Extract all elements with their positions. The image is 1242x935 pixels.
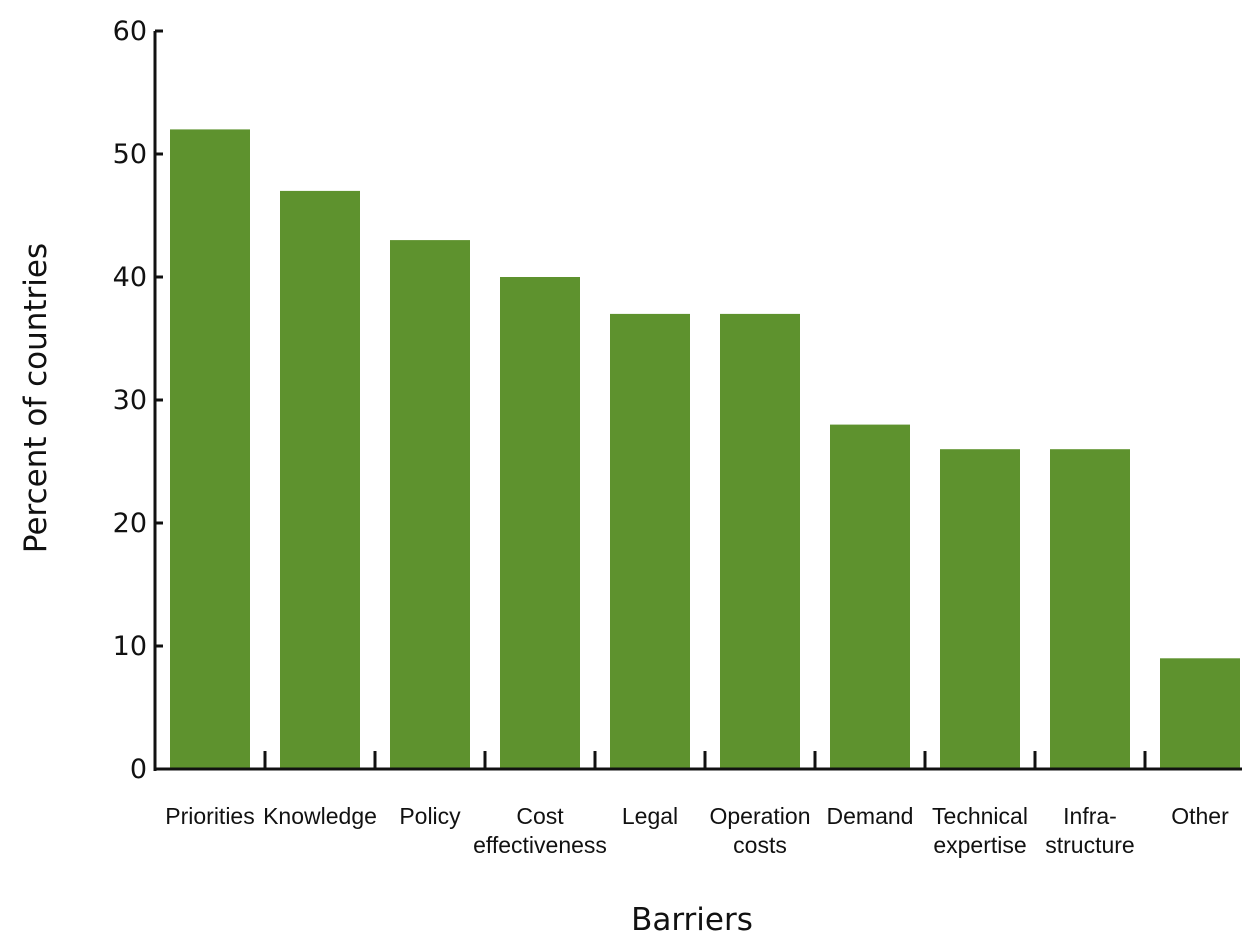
x-tick-label-4: Legal [622, 803, 678, 829]
bar-5 [720, 313, 800, 769]
y-tick-label-6: 60 [113, 16, 147, 47]
x-labels-group: Priorities Knowledge Policy Cost effectivene… [165, 803, 1229, 858]
y-tick-label-3: 30 [113, 385, 147, 416]
x-tick-label-7: Technical expertise [932, 803, 1028, 858]
x-tick-label-2: Policy [399, 803, 461, 829]
bar-6 [830, 424, 910, 769]
bar-9 [1160, 658, 1240, 769]
bar-0 [170, 129, 250, 769]
y-axis-title: Percent of countries [18, 243, 54, 553]
x-tick-label-5: Operation costs [709, 803, 810, 858]
y-tick-label-2: 20 [113, 508, 147, 539]
bars-group [170, 129, 1240, 770]
y-tick-label-0: 0 [130, 754, 147, 785]
bar-3 [500, 277, 580, 769]
x-tick-label-6: Demand [827, 803, 914, 829]
x-tick-label-0: Priorities [165, 803, 254, 829]
bar-7 [940, 449, 1020, 769]
bar-8 [1050, 449, 1130, 769]
x-axis-title: Barriers [631, 902, 753, 935]
y-tick-label-1: 10 [113, 631, 147, 662]
x-tick-label-9: Other [1171, 803, 1229, 829]
x-tick-label-8: Infra-structure [1045, 803, 1134, 858]
bar-4 [610, 313, 690, 769]
x-tick-label-1: Knowledge [263, 803, 377, 829]
y-tick-label-4: 40 [113, 262, 147, 293]
y-ticks-group: 0 10 20 30 40 50 60 [113, 16, 163, 785]
bar-1 [280, 190, 360, 769]
y-tick-label-5: 50 [113, 139, 147, 170]
bar-2 [390, 240, 470, 770]
x-tick-label-3: Cost effectiveness [473, 803, 607, 858]
